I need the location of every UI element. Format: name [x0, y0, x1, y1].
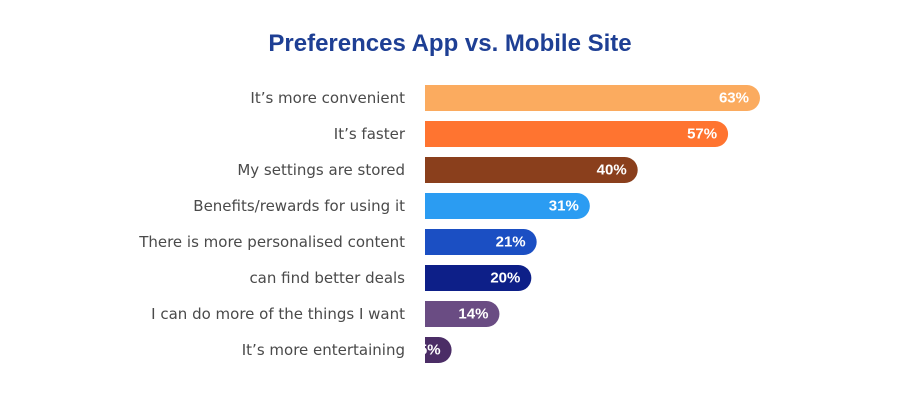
bar-0: [425, 85, 760, 111]
bar-7: [425, 337, 452, 363]
category-label-2: My settings are stored: [237, 161, 405, 179]
value-label-0: 63%: [719, 90, 749, 107]
bar-6: [425, 301, 500, 327]
value-label-6: 14%: [458, 306, 488, 323]
value-label-7: 5%: [419, 342, 441, 359]
category-label-3: Benefits/rewards for using it: [193, 197, 405, 215]
chart-title: Preferences App vs. Mobile Site: [268, 30, 632, 57]
category-label-1: It’s faster: [334, 125, 406, 143]
bar-4: [425, 229, 537, 255]
category-label-4: There is more personalised content: [138, 233, 405, 251]
bar-3: [425, 193, 590, 219]
value-label-4: 21%: [496, 234, 526, 251]
value-label-5: 20%: [490, 270, 520, 287]
value-label-2: 40%: [597, 162, 627, 179]
value-label-3: 31%: [549, 198, 579, 215]
value-label-1: 57%: [687, 126, 717, 143]
bar-5: [425, 265, 532, 291]
category-label-0: It’s more convenient: [250, 89, 405, 107]
category-label-7: It’s more entertaining: [242, 341, 405, 359]
bar-1: [425, 121, 729, 147]
bar-2: [425, 157, 638, 183]
category-label-5: can find better deals: [249, 269, 405, 287]
category-label-6: I can do more of the things I want: [151, 305, 405, 323]
